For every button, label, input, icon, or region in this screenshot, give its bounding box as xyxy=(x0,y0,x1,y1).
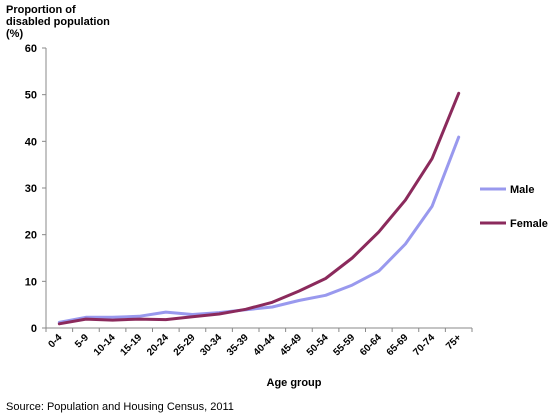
series-line-male xyxy=(57,135,461,324)
y-tick-label: 0 xyxy=(31,323,37,335)
x-tick-label: 15-19 xyxy=(118,332,144,358)
legend-label-female: Female xyxy=(510,218,548,230)
x-tick-label: 70-74 xyxy=(411,332,437,358)
x-tick-label: 60-64 xyxy=(358,332,384,358)
x-tick-label: 50-54 xyxy=(305,332,331,358)
x-tick-label: 40-44 xyxy=(252,332,278,358)
y-tick-label: 20 xyxy=(25,230,37,242)
y-axis-title-line-2: disabled population xyxy=(6,16,110,28)
x-tick-label: 20-24 xyxy=(145,332,171,358)
source-note: Source: Population and Housing Census, 2… xyxy=(6,401,234,413)
x-tick-label: 65-69 xyxy=(385,332,411,358)
y-axis-title-line-1: Proportion of xyxy=(6,4,76,16)
y-tick-label: 60 xyxy=(25,43,37,55)
y-tick-label: 40 xyxy=(25,136,37,148)
x-tick-label: 75+ xyxy=(444,332,464,352)
y-axis-title-line-3: (%) xyxy=(6,28,24,40)
legend-label-male: Male xyxy=(510,184,534,196)
x-axis-title: Age group xyxy=(267,377,322,389)
x-tick-label: 0-4 xyxy=(46,332,64,350)
x-tick-label: 25-29 xyxy=(172,332,198,358)
x-tick-label: 55-59 xyxy=(331,332,357,358)
y-tick-label: 10 xyxy=(25,276,37,288)
y-tick-label: 30 xyxy=(25,183,37,195)
x-tick-label: 35-39 xyxy=(225,332,251,358)
x-tick-label: 30-34 xyxy=(198,332,224,358)
series-line-female xyxy=(57,91,461,326)
x-tick-label: 5-9 xyxy=(73,332,91,350)
x-tick-label: 45-49 xyxy=(278,332,304,358)
y-tick-label: 50 xyxy=(25,90,37,102)
x-tick-label: 10-14 xyxy=(92,332,118,358)
